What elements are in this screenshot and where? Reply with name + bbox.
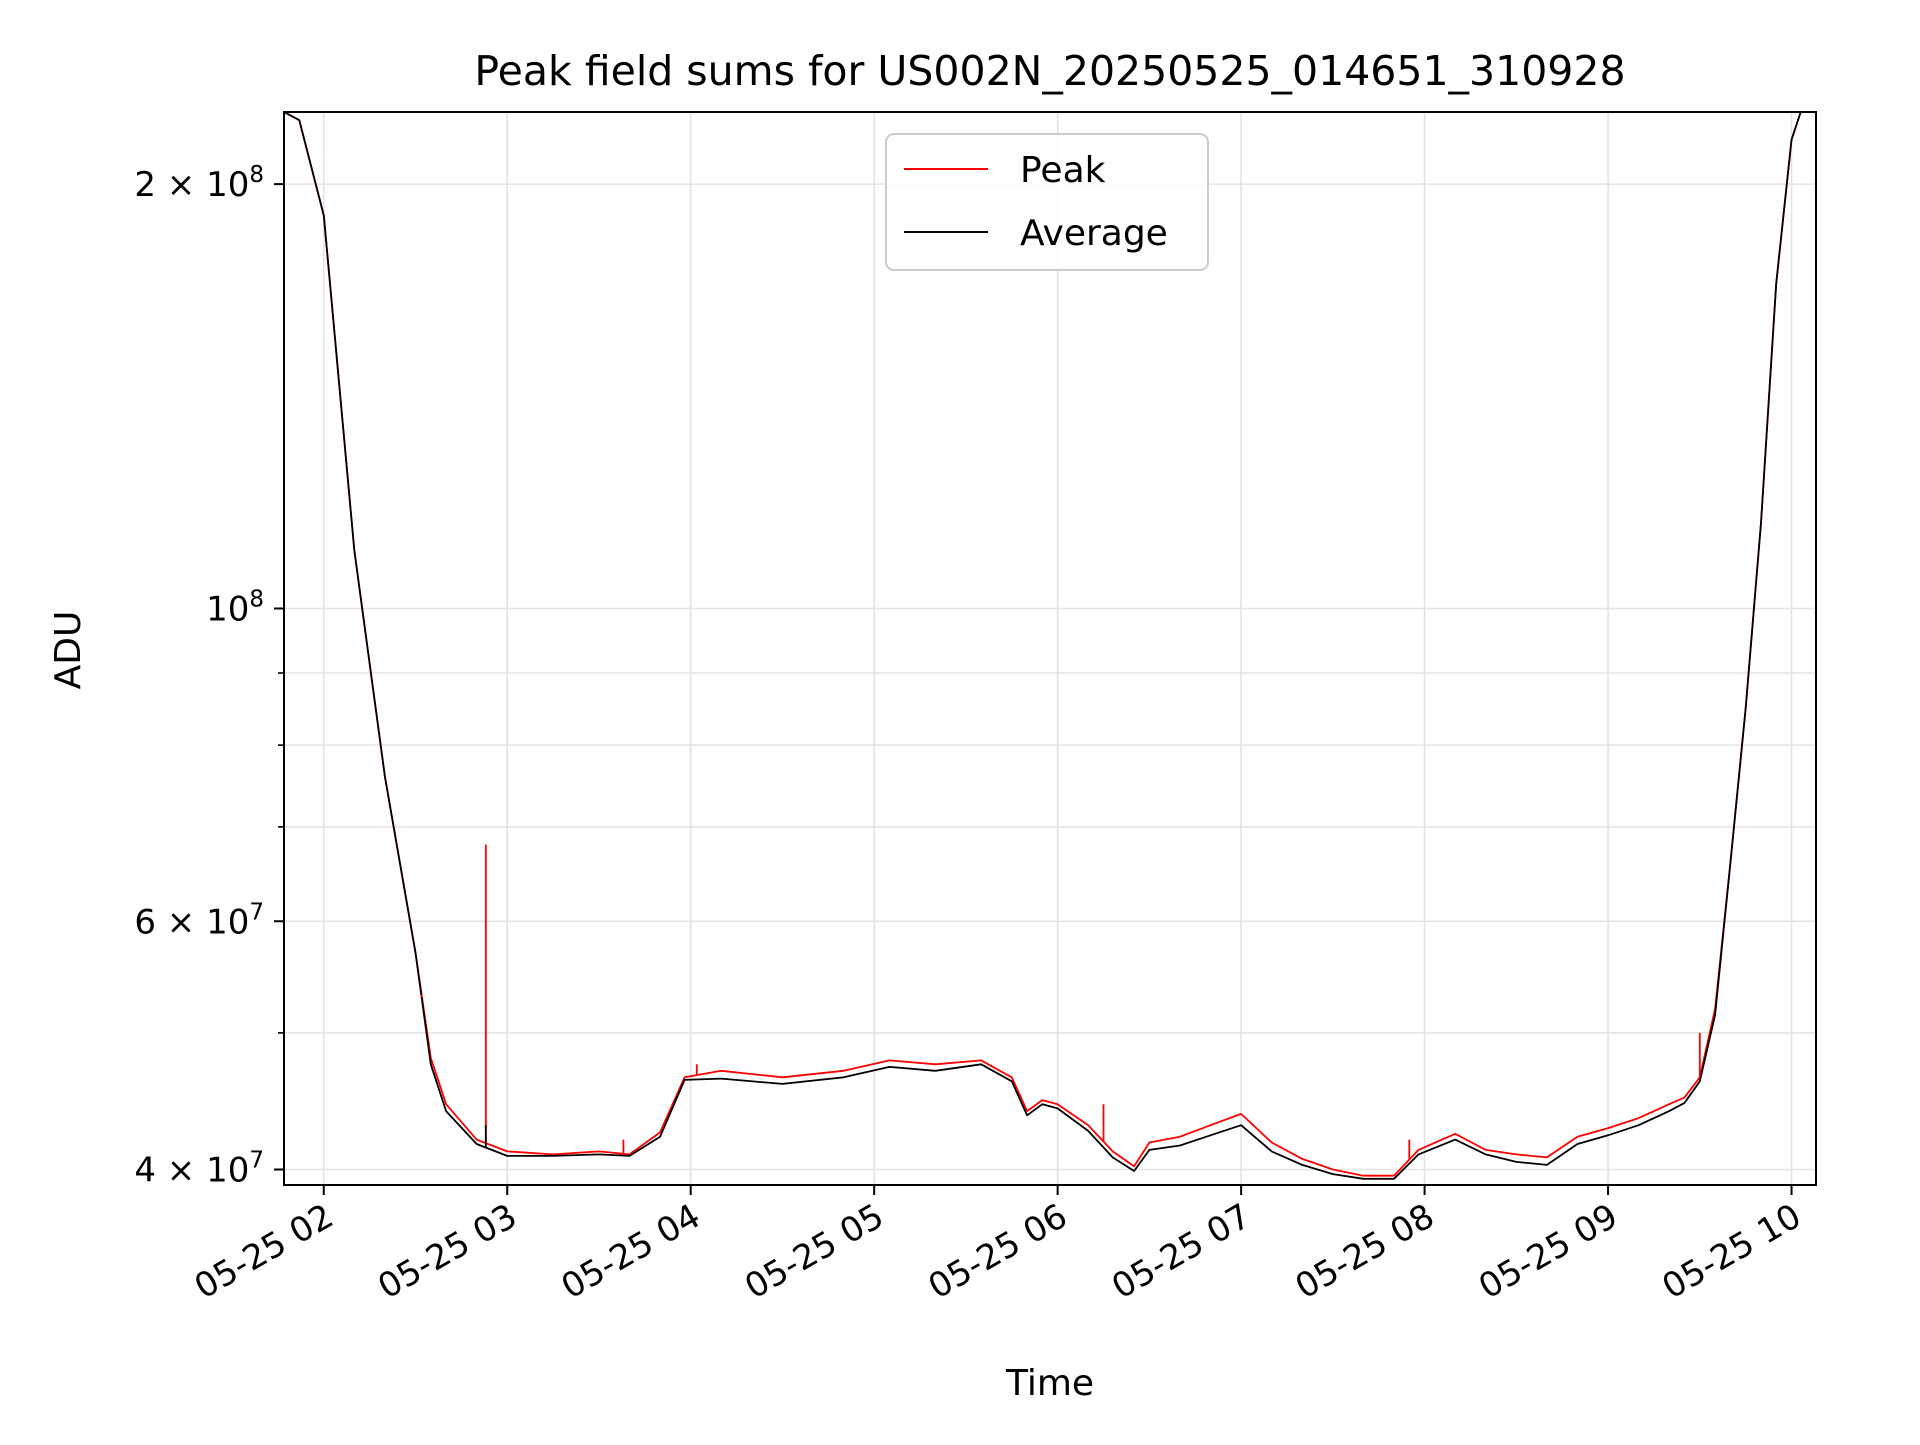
plot-frame	[283, 111, 1817, 1186]
y-tick-label: 2 × 108	[134, 162, 264, 205]
grid	[284, 112, 1816, 1185]
y-tick-label: 108	[206, 586, 264, 629]
series-line-average	[284, 112, 1816, 1180]
series-line-peak	[284, 112, 1816, 1177]
y-axis-label: ADU	[48, 611, 89, 690]
legend-label-average: Average	[1020, 213, 1168, 254]
legend: Peak Average	[885, 133, 1209, 271]
y-tick-label: 4 × 107	[134, 1147, 264, 1190]
legend-label-peak: Peak	[1020, 150, 1106, 191]
x-axis-label: Time	[1005, 1363, 1094, 1404]
series-layer	[284, 112, 1816, 1180]
chart-title: Peak field sums for US002N_20250525_0146…	[474, 47, 1625, 95]
y-tick-label: 6 × 107	[134, 899, 264, 942]
